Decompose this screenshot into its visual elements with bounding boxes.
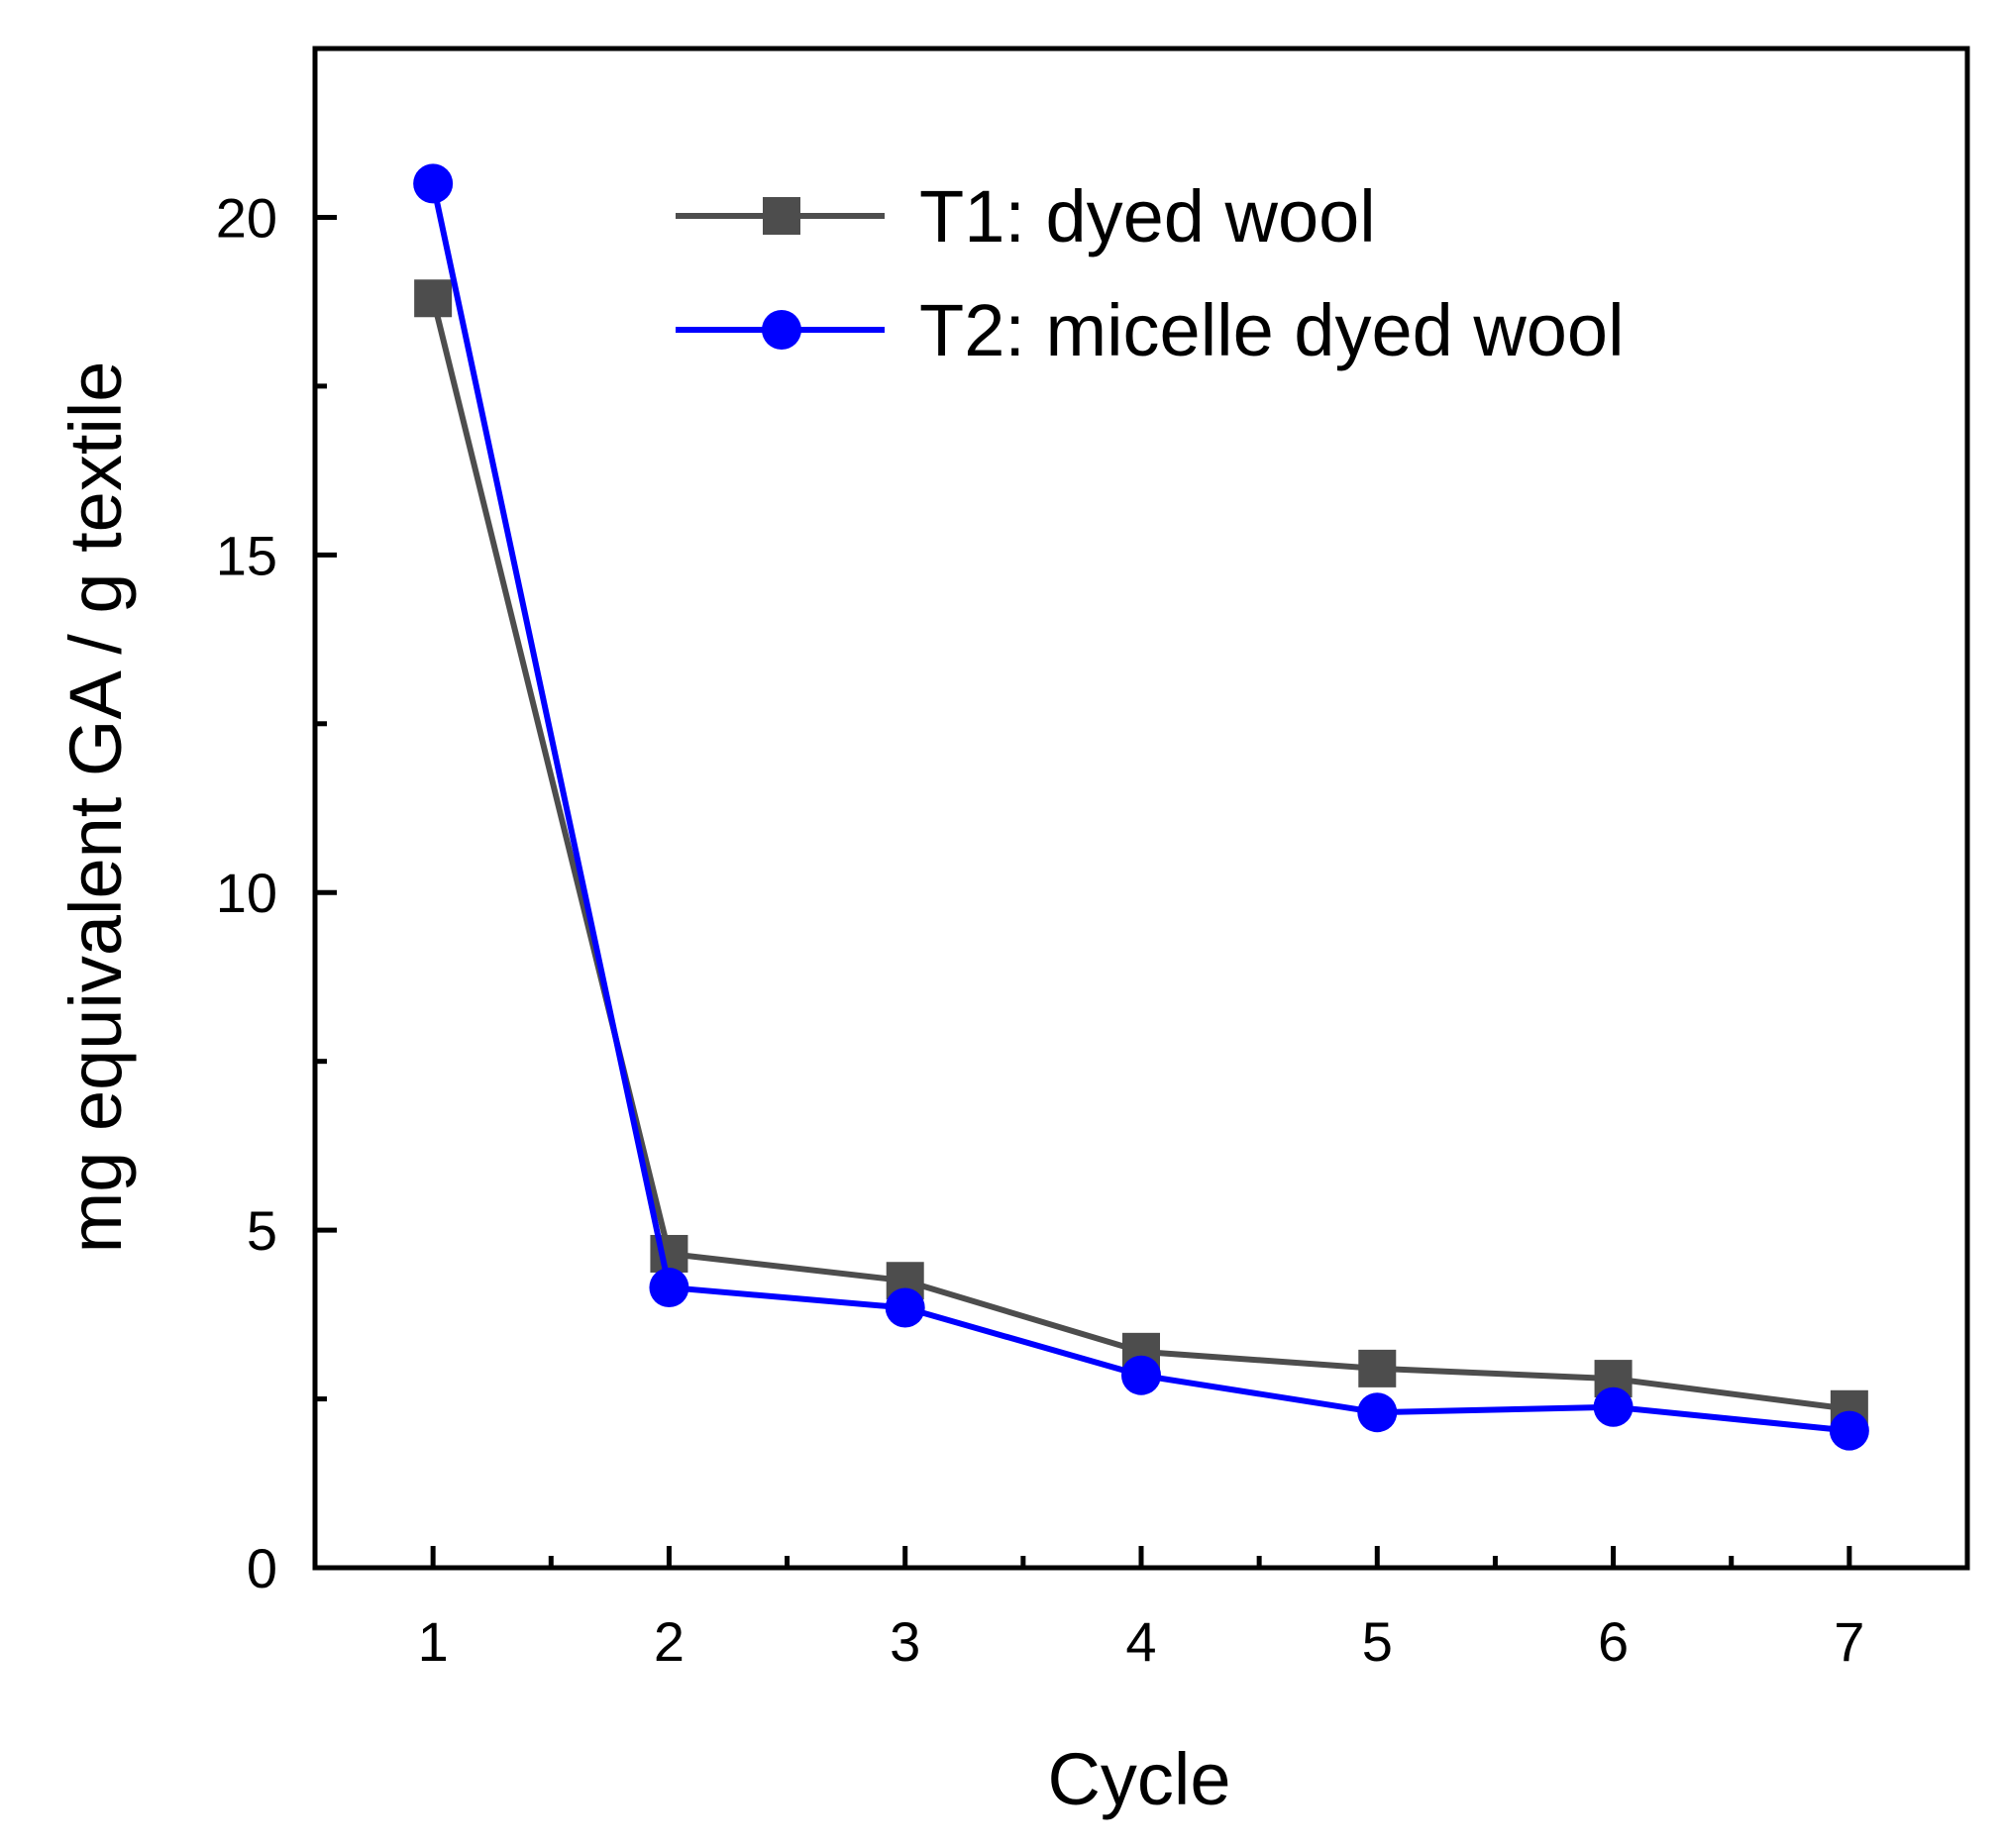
series-1-point (414, 279, 453, 318)
y-tick-label: 15 (216, 524, 277, 586)
x-axis-title: Cycle (1047, 1738, 1230, 1820)
x-tick-label: 7 (1834, 1610, 1864, 1673)
series-2-point (649, 1268, 689, 1308)
y-tick-label: 10 (216, 862, 277, 924)
y-axis: 0 5 10 15 20 (216, 186, 337, 1599)
legend-marker-1 (763, 197, 800, 235)
x-tick-label: 3 (890, 1610, 920, 1673)
series-2-point (1829, 1410, 1869, 1451)
series-2-point (1593, 1386, 1634, 1427)
series-1-point (650, 1234, 688, 1273)
legend-label-2: T2: micelle dyed wool (919, 289, 1625, 371)
y-tick-label: 5 (247, 1199, 277, 1262)
legend: T1: dyed wool T2: micelle dyed wool (676, 175, 1625, 371)
x-axis: 1 2 3 4 5 6 7 (418, 1546, 1864, 1673)
x-tick-label: 1 (418, 1610, 449, 1673)
series-2-point (1357, 1392, 1398, 1433)
legend-marker-2 (762, 310, 801, 350)
legend-label-1: T1: dyed wool (919, 175, 1376, 257)
x-tick-label: 2 (654, 1610, 685, 1673)
plot-frame (312, 46, 1970, 1571)
y-tick-label: 20 (216, 186, 277, 249)
y-axis-title: mg equivalent GA / g textile (54, 361, 137, 1254)
series-2-point (413, 163, 454, 204)
x-tick-label: 6 (1598, 1610, 1629, 1673)
x-tick-label: 4 (1125, 1610, 1156, 1673)
series-2-point (1121, 1355, 1161, 1395)
x-tick-label: 5 (1362, 1610, 1393, 1673)
series-2-point (885, 1287, 925, 1328)
series-line-1 (430, 297, 1850, 1412)
y-tick-label: 0 (247, 1537, 277, 1599)
series-1-point (1358, 1349, 1397, 1387)
plot-area-series (413, 163, 1869, 1451)
